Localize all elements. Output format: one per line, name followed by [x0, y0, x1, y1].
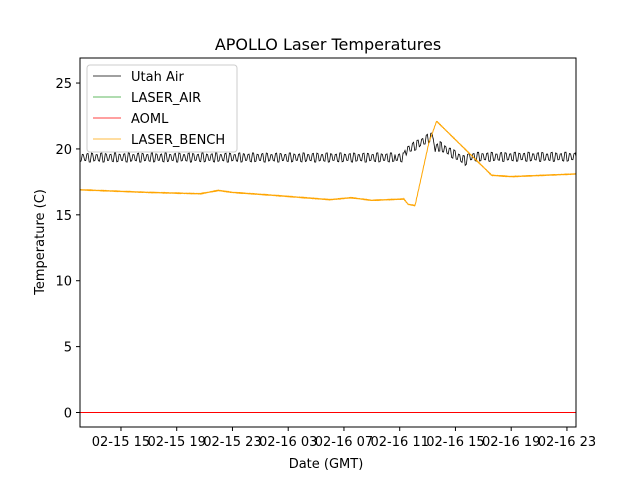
series-line-utah-air: [80, 132, 576, 167]
series-line-laser-bench: [80, 120, 576, 207]
legend: Utah Air LASER_AIR AOML LASER_BENCH: [86, 64, 238, 153]
x-axis-label: Date (GMT): [289, 457, 364, 472]
x-tick-label: 02-15 19: [147, 435, 205, 450]
legend-label: LASER_BENCH: [131, 133, 225, 148]
x-tick-label: 02-16 15: [426, 435, 484, 450]
legend-label: AOML: [131, 112, 169, 127]
plot-area: [80, 120, 576, 413]
y-tick-label: 5: [64, 341, 72, 356]
x-tick-label: 02-16 23: [538, 435, 596, 450]
y-tick-label: 20: [55, 143, 72, 158]
axes-frame: [79, 57, 577, 428]
legend-label: Utah Air: [131, 70, 184, 85]
x-tick-label: 02-16 11: [370, 435, 428, 450]
x-tick-label: 02-15 23: [203, 435, 261, 450]
y-tick-label: 25: [55, 77, 72, 92]
legend-box: [86, 64, 238, 153]
y-axis: 0 5 10 15 20 25: [55, 77, 80, 422]
x-tick-label: 02-16 19: [482, 435, 540, 450]
y-tick-label: 15: [55, 209, 72, 224]
legend-label: LASER_AIR: [131, 91, 201, 106]
y-tick-label: 0: [64, 407, 72, 422]
x-tick-label: 02-15 15: [92, 435, 150, 450]
y-axis-label: Temperature (C): [33, 189, 48, 296]
chart-title: APOLLO Laser Temperatures: [215, 35, 441, 54]
x-tick-label: 02-16 07: [315, 435, 373, 450]
y-tick-label: 10: [55, 275, 72, 290]
x-tick-label: 02-16 03: [259, 435, 317, 450]
